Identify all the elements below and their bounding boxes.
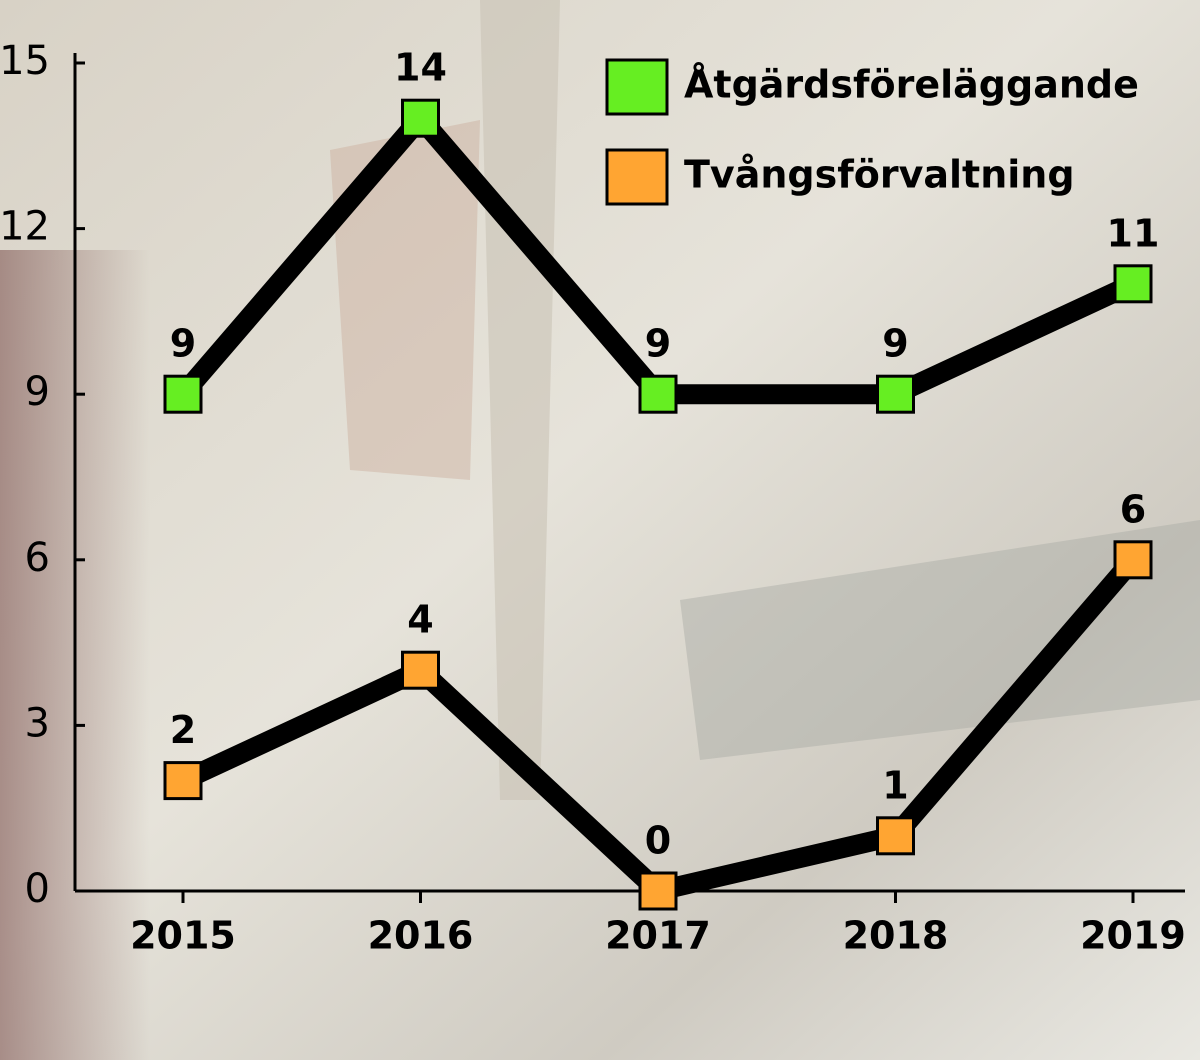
data-label: 9 [645,322,671,366]
data-label: 14 [394,46,447,90]
y-tick-label: 12 [0,204,50,250]
marker [163,374,203,414]
marker [401,98,440,138]
background-stain [330,120,480,480]
x-tick-label: 2019 [1080,914,1186,958]
data-label: 9 [882,322,908,366]
x-tick-label: 2017 [605,914,711,958]
marker [1113,264,1153,304]
y-tick-label: 9 [25,369,50,415]
marker [163,761,203,801]
x-tick-label: 2018 [843,914,949,958]
marker [876,816,915,856]
marker [401,650,440,690]
data-label: 2 [170,708,196,752]
marker [876,374,915,414]
data-label: 11 [1107,211,1160,255]
legend-label: Åtgärdsföreläggande [684,63,1139,107]
background-window [680,520,1200,760]
marker [638,871,678,911]
data-label: 9 [170,322,196,366]
data-label: 6 [1120,487,1146,531]
legend-swatch [605,148,669,206]
data-label: 1 [882,763,908,807]
marker [638,374,678,414]
legend-swatch [605,58,669,116]
legend-label: Tvångsförvaltning [684,153,1075,197]
marker [1113,540,1153,580]
x-tick-label: 2015 [130,914,236,958]
data-label: 4 [407,598,433,642]
x-tick-label: 2016 [368,914,474,958]
data-label: 0 [645,819,671,863]
y-tick-label: 3 [25,700,50,746]
y-tick-label: 6 [25,535,50,581]
y-tick-label: 0 [25,866,50,912]
y-tick-label: 15 [0,38,50,84]
